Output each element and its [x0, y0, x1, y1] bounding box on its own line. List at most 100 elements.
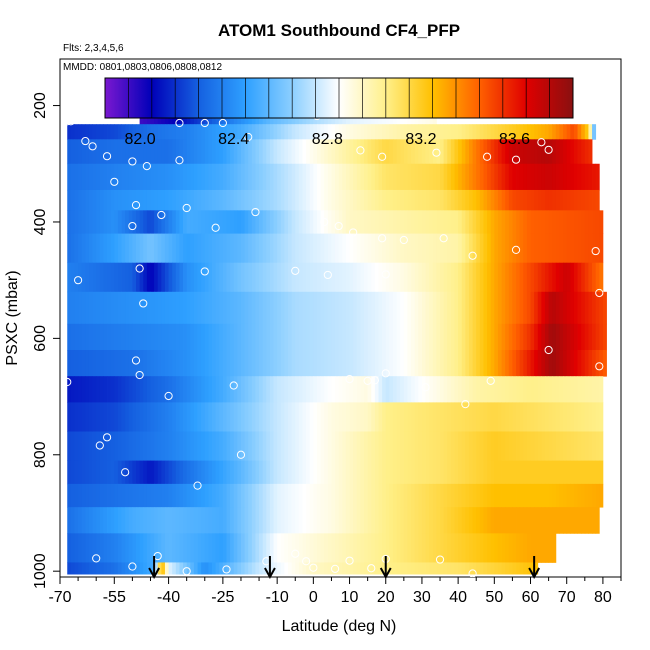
heatmap-cell — [110, 350, 115, 377]
heatmap-cell — [418, 562, 423, 575]
heatmap-cell — [251, 139, 256, 165]
heatmap-cell — [360, 323, 365, 351]
heatmap-cell — [92, 139, 97, 165]
heatmap-cell — [374, 460, 379, 485]
heatmap-cell — [566, 460, 571, 485]
heatmap-cell — [212, 376, 217, 403]
heatmap-cell — [302, 163, 307, 191]
heatmap-cell — [508, 460, 513, 485]
observation-circle — [291, 266, 300, 275]
heatmap-cell — [479, 262, 484, 293]
heatmap-cell — [487, 533, 492, 563]
heatmap-cell — [259, 262, 264, 293]
heatmap-cell — [316, 376, 321, 403]
heatmap-cell — [548, 323, 553, 351]
heatmap-cell — [67, 402, 72, 432]
heatmap-cell — [526, 402, 531, 432]
heatmap-cell — [400, 483, 405, 508]
heatmap-cell — [581, 163, 586, 191]
heatmap-cell — [269, 376, 274, 403]
heatmap-cell — [454, 139, 459, 165]
heatmap-cell — [197, 460, 202, 485]
heatmap-cell — [570, 402, 575, 432]
heatmap-cell — [313, 376, 318, 403]
heatmap-cell — [497, 431, 502, 461]
heatmap-cell — [371, 210, 376, 235]
heatmap-cell — [411, 483, 416, 508]
heatmap-cell — [516, 163, 521, 191]
heatmap-cell — [537, 483, 542, 508]
heatmap-cell — [526, 323, 531, 351]
observation-circle — [345, 556, 354, 565]
heatmap-cell — [479, 323, 484, 351]
heatmap-cell — [512, 233, 517, 264]
heatmap-cell — [226, 507, 231, 534]
heatmap-cell — [432, 483, 437, 508]
heatmap-cell — [443, 431, 448, 461]
heatmap-cell — [468, 124, 474, 140]
heatmap-cell — [494, 507, 499, 534]
observation-circle — [135, 370, 144, 380]
heatmap-cell — [183, 124, 188, 140]
heatmap-cell — [563, 507, 568, 534]
heatmap-cell — [487, 139, 492, 165]
heatmap-cell — [262, 210, 267, 235]
heatmap-cell — [479, 163, 484, 191]
heatmap-cell — [584, 350, 589, 377]
heatmap-cell — [208, 533, 213, 563]
heatmap-cell — [240, 431, 245, 461]
heatmap-cell — [429, 291, 434, 325]
heatmap-cell — [103, 483, 108, 508]
heatmap-cell — [454, 291, 459, 325]
heatmap-cell — [537, 189, 542, 211]
heatmap-cell — [157, 350, 162, 377]
heatmap-cells — [67, 110, 607, 575]
heatmap-cell — [288, 483, 293, 508]
heatmap-cell — [107, 262, 112, 293]
heatmap-cell — [70, 210, 75, 235]
heatmap-cell — [306, 350, 311, 377]
heatmap-cell — [461, 323, 466, 351]
heatmap-cell — [320, 402, 325, 432]
heatmap-cell — [327, 402, 332, 432]
heatmap-cell — [501, 562, 506, 575]
heatmap-cell — [327, 460, 332, 485]
heatmap-cell — [197, 533, 202, 563]
heatmap-cell — [450, 562, 455, 575]
heatmap-band — [67, 562, 539, 575]
heatmap-cell — [154, 562, 159, 575]
heatmap-cell — [588, 507, 593, 534]
heatmap-cell — [114, 533, 119, 563]
heatmap-cell — [74, 533, 79, 563]
heatmap-cell — [371, 291, 376, 325]
heatmap-cell — [117, 262, 122, 293]
heatmap-cell — [313, 163, 318, 191]
heatmap-cell — [421, 431, 426, 461]
heatmap-cell — [193, 291, 198, 325]
heatmap-cell — [121, 291, 126, 325]
heatmap-cell — [364, 291, 369, 325]
heatmap-cell — [273, 507, 278, 534]
heatmap-cell — [306, 483, 311, 508]
heatmap-cell — [266, 139, 271, 165]
heatmap-cell — [570, 483, 575, 508]
heatmap-cell — [222, 233, 227, 264]
heatmap-cell — [255, 210, 260, 235]
heatmap-cell — [110, 507, 115, 534]
heatmap-cell — [472, 323, 477, 351]
heatmap-cell — [183, 291, 188, 325]
heatmap-cell — [240, 323, 245, 351]
heatmap-cell — [530, 139, 535, 165]
heatmap-cell — [537, 139, 542, 165]
heatmap-cell — [204, 291, 209, 325]
heatmap-cell — [552, 533, 557, 563]
heatmap-cell — [284, 507, 289, 534]
heatmap-cell — [432, 262, 437, 293]
heatmap-cell — [266, 291, 271, 325]
heatmap-cell — [418, 210, 423, 235]
heatmap-cell — [143, 291, 148, 325]
heatmap-cell — [190, 323, 195, 351]
heatmap-cell — [208, 431, 213, 461]
heatmap-cell — [197, 189, 202, 211]
heatmap-cell — [501, 533, 506, 563]
